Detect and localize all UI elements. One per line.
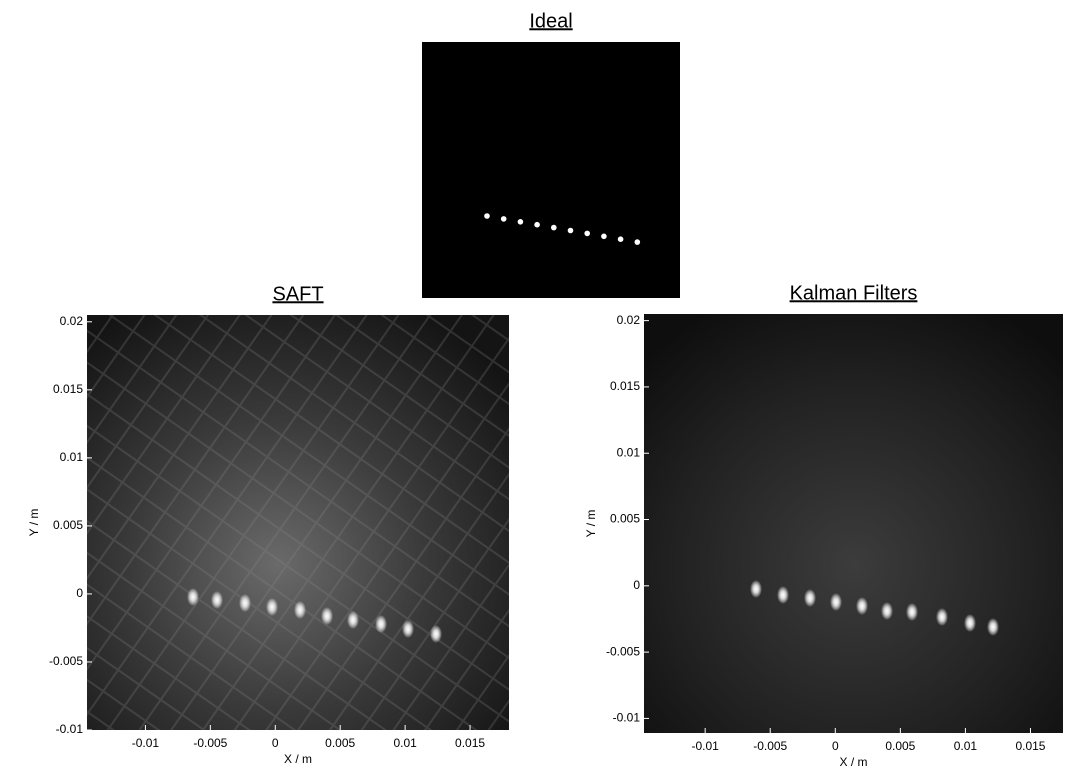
bright-spot (936, 608, 948, 626)
bright-spot (881, 602, 893, 620)
y-tick-label: 0.005 (53, 518, 83, 532)
bright-spot (777, 586, 789, 604)
x-tick-label: 0.01 (393, 736, 417, 750)
x-axis-label: X / m (284, 752, 312, 766)
image-area (422, 42, 680, 298)
bright-spot (987, 618, 999, 636)
bright-spot (830, 593, 842, 611)
target-dot (500, 216, 507, 222)
y-tick-label: 0.015 (610, 379, 640, 393)
bright-spot (750, 580, 762, 598)
target-dot (534, 221, 540, 228)
x-axis-label: X / m (839, 755, 867, 769)
bright-spot (375, 615, 387, 633)
y-tick-label: -0.01 (56, 722, 84, 736)
x-tick-label: 0.005 (885, 739, 915, 753)
target-dot (517, 219, 524, 225)
chart-title: Kalman Filters (790, 282, 918, 304)
bright-spot (294, 601, 306, 619)
x-tick-label: -0.01 (691, 739, 719, 753)
x-tick-label: 0 (832, 739, 839, 753)
x-tick-label: 0 (272, 736, 279, 750)
y-axis-label: Y / m (584, 510, 598, 538)
bright-spot (321, 607, 333, 625)
bright-spot (430, 625, 442, 643)
y-tick-label: 0.02 (60, 314, 84, 328)
y-tick-label: 0 (633, 578, 640, 592)
y-tick-label: 0.015 (53, 382, 83, 396)
bright-spot (856, 597, 868, 615)
x-tick-label: 0.015 (1015, 739, 1045, 753)
target-dot (551, 224, 557, 231)
target-dot (484, 213, 490, 219)
y-tick-label: 0.01 (617, 445, 641, 459)
y-tick-label: -0.005 (49, 654, 83, 668)
target-dot (567, 227, 574, 234)
bright-spot (211, 591, 223, 609)
y-tick-label: 0.02 (617, 313, 641, 327)
y-tick-label: -0.01 (613, 711, 641, 725)
x-tick-label: 0.01 (954, 739, 978, 753)
x-tick-label: 0.005 (325, 736, 355, 750)
y-tick-label: 0.005 (610, 512, 640, 526)
y-axis-label: Y / m (27, 509, 41, 537)
target-dot (601, 233, 607, 240)
bright-spot (239, 594, 251, 612)
bright-spot (964, 614, 976, 632)
target-dot (584, 230, 590, 237)
target-dot (634, 239, 641, 245)
x-tick-label: -0.01 (132, 736, 160, 750)
bright-spot (187, 588, 199, 606)
x-tick-label: -0.005 (193, 736, 227, 750)
target-dot (617, 236, 624, 242)
x-tick-label: -0.005 (753, 739, 787, 753)
bright-spot (906, 603, 918, 621)
bright-spot (402, 620, 414, 638)
chart-title: SAFT (272, 283, 323, 305)
bright-spot (347, 611, 359, 629)
image-area (644, 314, 1063, 733)
y-tick-label: -0.005 (606, 644, 640, 658)
x-tick-label: 0.015 (455, 736, 485, 750)
bright-spot (266, 598, 278, 616)
bright-spot (804, 589, 816, 607)
y-tick-label: 0 (76, 586, 83, 600)
chart-title: Ideal (529, 10, 572, 32)
y-tick-label: 0.01 (60, 450, 84, 464)
image-texture (87, 315, 509, 730)
